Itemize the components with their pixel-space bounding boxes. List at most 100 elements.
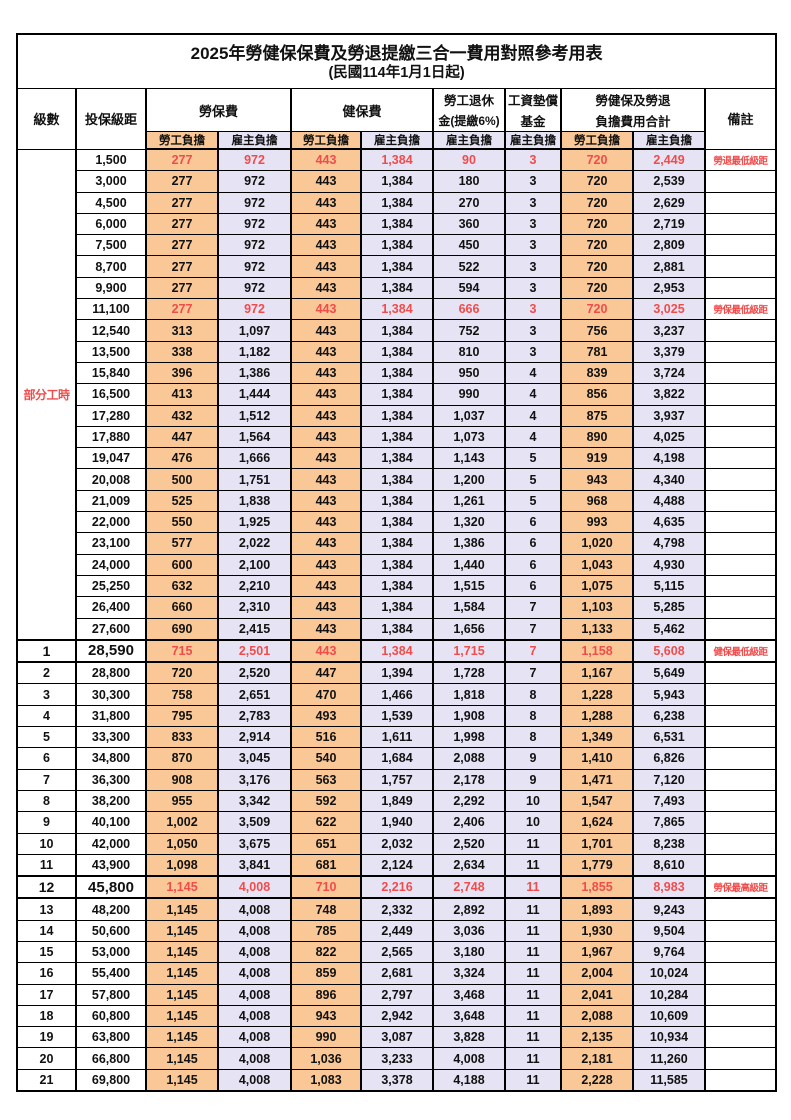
total-employee-cell: 1,967 [560,940,634,964]
wage-fund-employer-cell: 3 [504,170,562,193]
health-employee-cell: 443 [290,468,362,491]
bracket-cell: 33,300 [75,726,147,749]
total-employer-cell: 2,881 [632,255,706,278]
labor-employee-cell: 1,002 [145,811,219,834]
health-employee-cell: 1,036 [290,1047,362,1070]
labor-employer-cell: 2,501 [217,638,292,664]
col-header-pension-line2: 金(提繳6%) [432,110,506,132]
health-employer-cell: 1,384 [360,298,434,321]
table-row: 7 36,300 908 3,176 563 1,757 2,178 9 1,471 7,120 [16,768,778,791]
total-employer-cell: 10,284 [632,983,706,1006]
remark-cell [703,1004,778,1028]
labor-employee-cell: 432 [145,404,219,427]
health-employer-cell: 1,384 [360,404,434,427]
labor-employer-cell: 1,444 [217,383,292,406]
table-row: 12,540 313 1,097 443 1,384 752 3 756 3,237 [17,319,778,342]
table-row: 19,047 476 1,666 443 1,384 1,143 5 919 4,198 [17,447,778,470]
total-employer-cell: 2,953 [632,276,706,300]
total-employee-cell: 720 [560,234,634,257]
level-cell: 20 [16,1047,77,1070]
bracket-cell: 28,800 [75,661,147,685]
labor-employer-cell: 4,008 [217,1026,292,1049]
remark-cell [703,319,778,342]
wage-fund-employer-cell: 10 [504,789,562,813]
page-title: 2025年勞健保保費及勞退提繳三合一費用對照參考用表 [190,43,603,63]
bracket-cell: 69,800 [75,1068,147,1092]
bracket-cell: 42,000 [75,832,147,855]
remark-cell [703,340,778,363]
health-employee-cell: 896 [290,983,362,1006]
health-employee-cell: 443 [290,574,362,598]
labor-employee-cell: 413 [145,383,219,406]
table-row: 13 48,200 1,145 4,008 748 2,332 2,892 11 1,893 9,… [16,897,778,921]
health-employer-cell: 1,384 [360,191,434,214]
labor-employee-cell: 550 [145,511,219,534]
labor-employee-cell: 720 [145,661,219,685]
health-employer-cell: 1,384 [360,148,434,172]
bracket-cell: 8,700 [75,255,147,278]
total-employer-cell: 9,243 [632,897,706,921]
total-employer-cell: 2,539 [632,170,706,193]
col-header-pension-line1: 勞工退休 [432,88,506,110]
wage-fund-employer-cell: 11 [504,1026,562,1049]
labor-employee-cell: 795 [145,704,219,728]
col-header-wage-fund-line2: 基金 [504,110,562,132]
table-body: 部分工時 1,500 277 972 443 1,384 90 3 720 2,449 勞退最低級距… [16,148,778,1092]
wage-fund-employer-cell: 11 [504,983,562,1006]
level-cell: 17 [16,983,77,1006]
bracket-cell: 24,000 [75,553,147,576]
total-employer-cell: 2,719 [632,212,706,236]
table-row: 21,009 525 1,838 443 1,384 1,261 5 968 4,488 [17,489,778,513]
pension-employer-cell: 3,324 [432,962,506,985]
health-employer-cell: 1,384 [360,617,434,641]
table-row: 14 50,600 1,145 4,008 785 2,449 3,036 11 1,930 9,… [16,919,778,942]
labor-employer-cell: 3,841 [217,853,292,877]
labor-employer-cell: 1,838 [217,489,292,513]
bracket-cell: 63,800 [75,1026,147,1049]
total-employee-cell: 2,041 [560,983,634,1006]
total-employer-cell: 2,449 [632,148,706,172]
bracket-cell: 22,000 [75,511,147,534]
pension-employer-cell: 450 [432,234,506,257]
health-employer-cell: 2,216 [360,875,434,900]
remark-cell [703,747,778,770]
pension-employer-cell: 1,515 [432,574,506,598]
wage-fund-employer-cell: 3 [504,148,562,172]
wage-fund-employer-cell: 10 [504,811,562,834]
wage-fund-employer-cell: 7 [504,617,562,641]
pension-employer-cell: 2,088 [432,747,506,770]
level-cell: 9 [16,811,77,834]
total-employer-cell: 11,585 [632,1068,706,1092]
health-employer-cell: 1,384 [360,212,434,236]
table-row: 15 53,000 1,145 4,008 822 2,565 3,180 11 1,967 9,… [16,940,778,964]
wage-fund-employer-cell: 7 [504,661,562,685]
health-employer-cell: 1,384 [360,596,434,619]
total-employer-cell: 9,764 [632,940,706,964]
total-employee-cell: 2,004 [560,962,634,985]
wage-fund-employer-cell: 4 [504,425,562,449]
bracket-cell: 7,500 [75,234,147,257]
total-employee-cell: 1,133 [560,617,634,641]
health-employer-cell: 1,611 [360,726,434,749]
pension-employer-cell: 990 [432,383,506,406]
wage-fund-employer-cell: 5 [504,447,562,470]
labor-employee-cell: 447 [145,425,219,449]
remark-cell [703,170,778,193]
level-cell: 21 [16,1068,77,1092]
labor-employer-cell: 4,008 [217,875,292,900]
health-employee-cell: 540 [290,747,362,770]
remark-cell: 勞保最低級距 [703,298,778,321]
total-employee-cell: 2,135 [560,1026,634,1049]
level-cell: 13 [16,897,77,921]
remark-cell [703,276,778,300]
pension-employer-cell: 2,178 [432,768,506,791]
total-employer-cell: 2,629 [632,191,706,214]
labor-employer-cell: 2,651 [217,683,292,706]
pension-employer-cell: 594 [432,276,506,300]
remark-cell: 健保最低級距 [703,638,778,664]
total-employee-cell: 720 [560,255,634,278]
table-row: 11,100 277 972 443 1,384 666 3 720 3,025 勞保最低級距 [17,298,778,321]
pension-employer-cell: 2,292 [432,789,506,813]
labor-employee-cell: 277 [145,298,219,321]
pension-employer-cell: 1,143 [432,447,506,470]
